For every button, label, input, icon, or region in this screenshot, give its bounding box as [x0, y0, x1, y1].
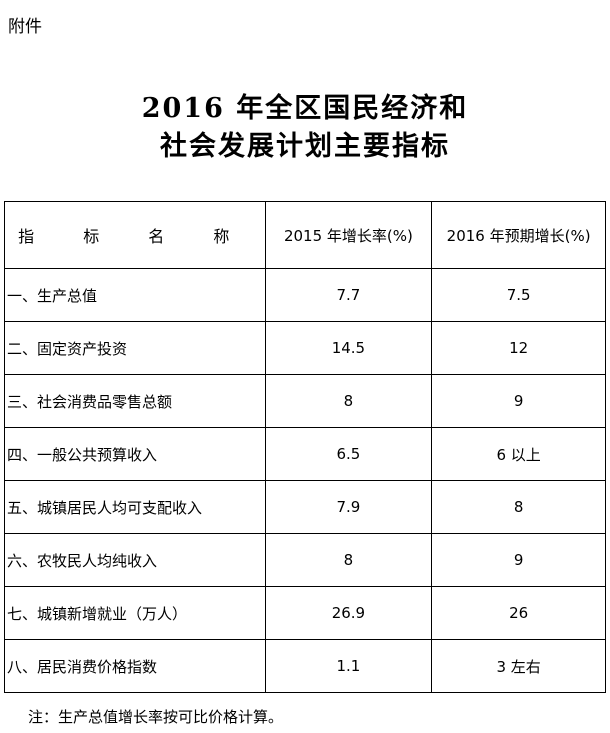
- indicator-table: 指 标 名 称 2015 年增长率(%) 2016 年预期增长(%) 一、生产总…: [4, 201, 606, 693]
- indicator-name: 二、固定资产投资: [4, 321, 266, 375]
- header-2016-expected: 2016 年预期增长(%): [431, 201, 606, 269]
- footnote: 注：生产总值增长率按可比价格计算。: [28, 708, 284, 726]
- growth-2015: 26.9: [264, 586, 433, 640]
- expected-2016: 8: [431, 480, 606, 534]
- table-row: 二、固定资产投资 14.5 12: [4, 321, 606, 375]
- header-indicator-name: 指 标 名 称: [4, 201, 266, 269]
- growth-2015: 7.7: [264, 268, 433, 322]
- growth-2015: 8: [264, 533, 433, 587]
- indicator-name: 六、农牧民人均纯收入: [4, 533, 266, 587]
- title-line-2: 社会发展计划主要指标: [160, 131, 450, 162]
- growth-2015: 6.5: [264, 427, 433, 481]
- indicator-name: 五、城镇居民人均可支配收入: [4, 480, 266, 534]
- table-row: 一、生产总值 7.7 7.5: [4, 268, 606, 322]
- indicator-name: 四、一般公共预算收入: [4, 427, 266, 481]
- indicator-name: 八、居民消费价格指数: [4, 639, 266, 693]
- header-2015-growth: 2015 年增长率(%): [264, 201, 433, 269]
- title-line-1: 2016 年全区国民经济和: [141, 93, 469, 124]
- expected-2016: 26: [431, 586, 606, 640]
- table-row: 四、一般公共预算收入 6.5 6 以上: [4, 427, 606, 481]
- growth-2015: 1.1: [264, 639, 433, 693]
- table-row: 三、社会消费品零售总额 8 9: [4, 374, 606, 428]
- attachment-label: 附件: [8, 17, 42, 37]
- table-row: 八、居民消费价格指数 1.1 3 左右: [4, 639, 606, 693]
- growth-2015: 7.9: [264, 480, 433, 534]
- table-row: 五、城镇居民人均可支配收入 7.9 8: [4, 480, 606, 534]
- table-header-row: 指 标 名 称 2015 年增长率(%) 2016 年预期增长(%): [4, 201, 606, 269]
- table-row: 六、农牧民人均纯收入 8 9: [4, 533, 606, 587]
- indicator-name: 三、社会消费品零售总额: [4, 374, 266, 428]
- expected-2016: 9: [431, 533, 606, 587]
- expected-2016: 12: [431, 321, 606, 375]
- indicator-name: 七、城镇新增就业（万人）: [4, 586, 266, 640]
- growth-2015: 8: [264, 374, 433, 428]
- expected-2016: 7.5: [431, 268, 606, 322]
- expected-2016: 3 左右: [431, 639, 606, 693]
- table-row: 七、城镇新增就业（万人） 26.9 26: [4, 586, 606, 640]
- growth-2015: 14.5: [264, 321, 433, 375]
- expected-2016: 9: [431, 374, 606, 428]
- indicator-name: 一、生产总值: [4, 268, 266, 322]
- expected-2016: 6 以上: [431, 427, 606, 481]
